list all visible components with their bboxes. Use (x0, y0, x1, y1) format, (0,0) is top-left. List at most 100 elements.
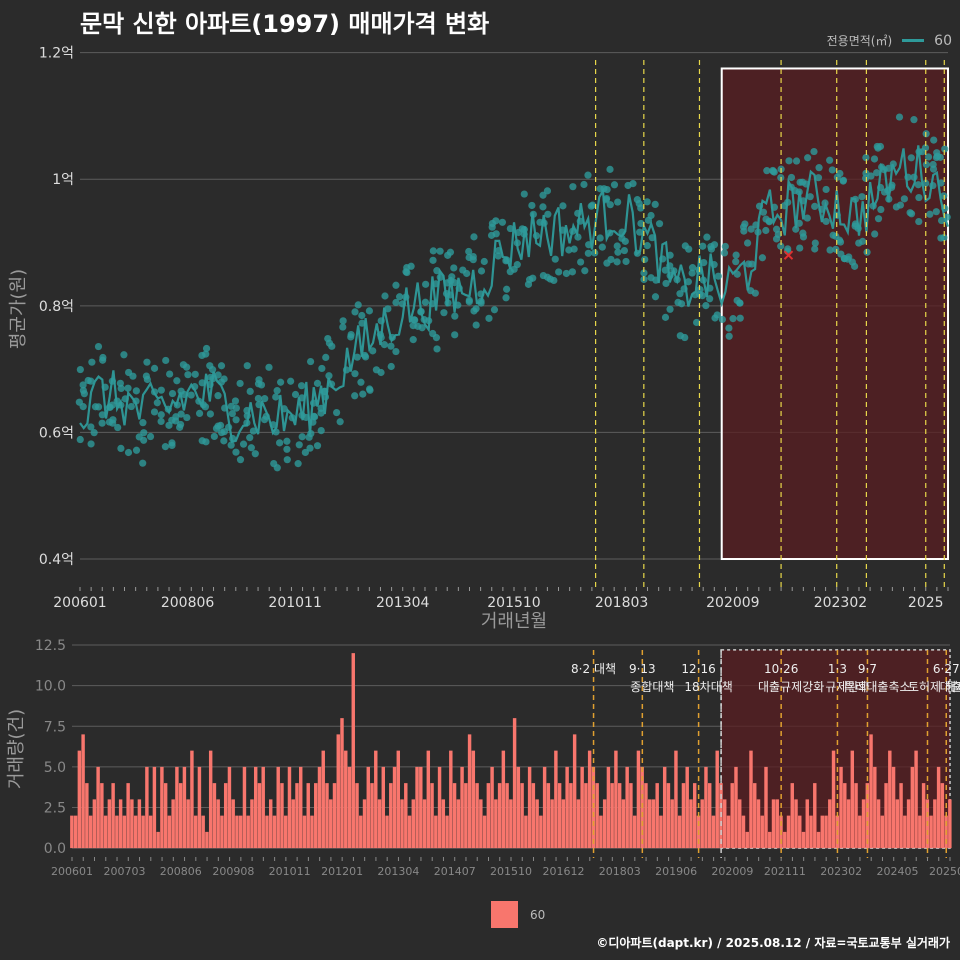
price-point (811, 239, 819, 247)
price-point (589, 201, 597, 209)
volume-bar (824, 815, 828, 849)
policy-date-label: 9·13 (629, 662, 656, 676)
price-point (581, 267, 589, 275)
y-tick-label: 12.5 (35, 638, 66, 654)
price-point (555, 268, 563, 276)
volume-bar (85, 783, 89, 849)
volume-bar (122, 815, 127, 849)
volume-bar (820, 815, 824, 849)
price-point (835, 236, 844, 244)
volume-bar (692, 783, 697, 849)
volume-bar (940, 783, 945, 849)
price-point (796, 244, 804, 252)
volume-bar (167, 815, 172, 849)
price-point (580, 180, 588, 189)
volume-bar (325, 783, 329, 849)
price-point (247, 444, 255, 452)
price-point (139, 419, 147, 427)
volume-bar (370, 783, 374, 849)
volume-bar (445, 815, 449, 849)
price-point (614, 248, 622, 256)
price-point (381, 292, 389, 300)
x-tick-label: 200806 (160, 865, 202, 878)
price-point (202, 350, 210, 358)
price-point (94, 342, 103, 351)
price-point (551, 255, 559, 263)
price-point (613, 258, 621, 266)
price-point (603, 185, 611, 194)
price-point (243, 362, 251, 370)
volume-bar (340, 718, 344, 849)
price-point (924, 153, 933, 161)
price-point (907, 154, 915, 162)
volume-bar (272, 815, 277, 849)
volume-bar (884, 783, 888, 849)
price-point (365, 385, 374, 393)
volume-bar (621, 799, 626, 849)
policy-name-label: 규제완화 (825, 680, 869, 694)
volume-bar (689, 799, 693, 849)
price-point (339, 317, 347, 325)
price-point (322, 353, 330, 362)
price-point (236, 379, 244, 388)
volume-bar (242, 766, 247, 849)
price-point (492, 217, 500, 225)
volume-bar (100, 783, 104, 849)
legend-bar-swatch (491, 901, 518, 928)
price-point (839, 176, 848, 184)
volume-bar (531, 783, 536, 849)
y-tick-label: 2.5 (44, 801, 66, 817)
price-point (506, 224, 514, 233)
price-point (941, 145, 949, 153)
price-point (287, 377, 295, 385)
price-point (498, 218, 507, 226)
price-point (584, 249, 592, 257)
price-point (688, 269, 696, 277)
volume-bar (385, 815, 389, 849)
volume-bar (576, 799, 581, 849)
volume-bar (546, 783, 551, 849)
price-point (787, 173, 796, 182)
price-point (736, 299, 744, 307)
y-tick-label: 10.0 (35, 679, 66, 695)
price-point (643, 198, 651, 206)
volume-bar (888, 750, 892, 849)
volume-bar (861, 799, 866, 849)
x-tick-label: 200601 (53, 595, 106, 611)
price-point (470, 233, 478, 241)
price-point (129, 372, 137, 380)
volume-bar (542, 766, 547, 849)
volume-bar (415, 766, 419, 849)
policy-date-label: 12·16 (681, 662, 715, 676)
price-point (822, 217, 830, 226)
volume-bar (929, 815, 933, 849)
price-point (477, 267, 486, 275)
volume-bar (302, 815, 307, 849)
volume-bar (895, 799, 900, 849)
price-point (591, 249, 599, 257)
y-tick-label: 7.5 (44, 719, 66, 735)
volume-bar (595, 783, 599, 849)
volume-bar (137, 799, 142, 849)
price-point (251, 450, 259, 458)
price-point (403, 268, 411, 277)
x-tick-label: 202405 (876, 865, 918, 878)
price-point (699, 242, 707, 250)
x-tick-label: 201803 (595, 595, 648, 611)
price-point (446, 248, 455, 256)
price-point (569, 183, 577, 191)
volume-bar (869, 734, 873, 849)
price-point (698, 292, 706, 300)
price-point (544, 210, 552, 218)
volume-bar (362, 799, 367, 849)
price-point (915, 217, 923, 226)
volume-bar (231, 799, 235, 849)
price-point (191, 370, 199, 378)
price-point (298, 433, 306, 441)
price-point (210, 432, 218, 441)
volume-bar (632, 815, 637, 849)
volume-bar (284, 815, 288, 849)
price-point (873, 169, 881, 177)
price-point (784, 245, 792, 253)
volume-bar (381, 766, 385, 849)
